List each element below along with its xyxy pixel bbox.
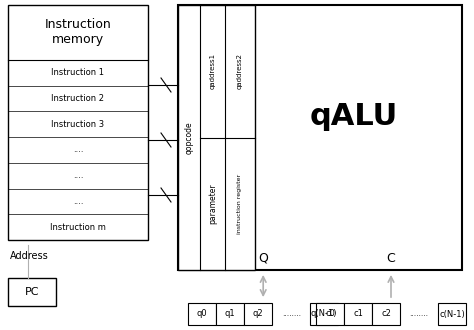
Bar — [372, 303, 400, 325]
Text: Instruction m: Instruction m — [50, 223, 106, 232]
Text: c0: c0 — [325, 310, 335, 318]
Text: ....: .... — [73, 146, 83, 154]
Bar — [344, 303, 372, 325]
Bar — [178, 5, 462, 270]
Text: q0: q0 — [197, 310, 208, 318]
Text: C: C — [387, 251, 395, 265]
Bar — [316, 303, 344, 325]
Text: Instruction 2: Instruction 2 — [52, 94, 104, 103]
Text: ........: ........ — [410, 310, 428, 318]
Text: Instruction 3: Instruction 3 — [52, 120, 105, 129]
Bar — [8, 5, 148, 240]
Bar — [310, 303, 338, 325]
Text: c(N-1): c(N-1) — [439, 310, 465, 318]
Text: q(N-1): q(N-1) — [311, 310, 337, 318]
Text: qaddress2: qaddress2 — [237, 53, 243, 89]
Text: Address: Address — [10, 251, 49, 261]
Bar — [216, 303, 244, 325]
Text: qaddress1: qaddress1 — [210, 53, 216, 89]
Bar — [244, 303, 272, 325]
Text: q2: q2 — [253, 310, 264, 318]
Text: Q: Q — [258, 251, 268, 265]
Text: ........: ........ — [282, 310, 301, 318]
Text: Instruction
memory: Instruction memory — [45, 18, 111, 47]
Text: Instruction 1: Instruction 1 — [52, 68, 104, 77]
Bar — [178, 5, 255, 270]
Text: qopcode: qopcode — [184, 121, 193, 154]
Bar — [438, 303, 466, 325]
Text: PC: PC — [25, 287, 39, 297]
Text: parameter: parameter — [208, 183, 217, 224]
Text: ....: .... — [73, 171, 83, 180]
Text: qALU: qALU — [310, 102, 398, 131]
Text: instruction register: instruction register — [237, 174, 243, 234]
Bar — [188, 303, 216, 325]
Bar — [8, 278, 56, 306]
Text: ....: .... — [73, 197, 83, 206]
Text: c2: c2 — [381, 310, 391, 318]
Text: q1: q1 — [225, 310, 236, 318]
Text: c1: c1 — [353, 310, 363, 318]
